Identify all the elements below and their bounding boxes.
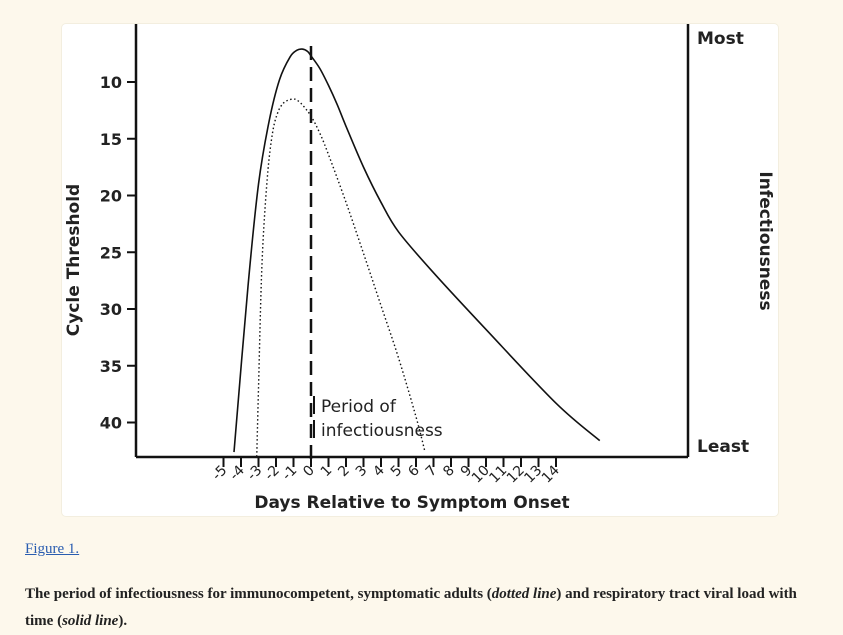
caption-text: The period of infectiousness for immunoc… [25, 586, 492, 602]
y-tick-label: 40 [100, 414, 122, 433]
y-axis-title: Cycle Threshold [64, 184, 84, 336]
x-tick-label: 6 [405, 462, 423, 480]
series-group [233, 48, 601, 457]
x-tick-label: 4 [370, 462, 388, 480]
annotation-infectiousness: infectiousness [321, 421, 443, 441]
caption-dotted-label: dotted line [491, 586, 557, 602]
x-tick-label: 5 [388, 463, 406, 481]
right-axis-top-label: Most [697, 29, 744, 49]
x-tick-label: 3 [353, 463, 371, 481]
y-tick-label: 25 [100, 243, 122, 262]
chart-axes [134, 24, 690, 459]
x-axis-title: Days Relative to Symptom Onset [254, 493, 569, 513]
figure-caption: The period of infectiousness for immunoc… [25, 581, 825, 635]
y-tick-label: 20 [100, 187, 122, 206]
figure-card: 10 15 20 25 30 35 40 -5 -4 -3 -2 -1 0 1 2 3 4 5 6 7 8 9 10 11 1… [62, 24, 778, 516]
y-tick-label: 15 [100, 130, 122, 149]
y-tick-label: 35 [100, 357, 122, 376]
right-axis-title: Infectiousness [755, 171, 775, 310]
x-tick-label: 2 [335, 463, 353, 481]
annotation-period-of: Period of [321, 397, 397, 417]
caption-text: ). [118, 613, 128, 629]
caption-solid-label: solid line [62, 613, 119, 629]
y-tick-label: 10 [100, 73, 122, 92]
y-tick-group: 10 15 20 25 30 35 40 [100, 73, 136, 433]
right-axis-bottom-label: Least [697, 437, 749, 457]
viral-load-solid-line [233, 48, 601, 453]
x-tick-label: 8 [440, 463, 458, 481]
x-tick-label: -1 [279, 463, 300, 484]
caption-text: ) and respiratory tract viral load with … [25, 586, 797, 629]
figure-link[interactable]: Figure 1. [25, 541, 80, 557]
x-tick-label: 14 [539, 462, 563, 486]
y-tick-label: 30 [100, 300, 122, 319]
x-tick-label: 1 [318, 463, 336, 481]
x-tick-label: 7 [423, 463, 441, 481]
x-tick-label: 0 [300, 463, 318, 481]
